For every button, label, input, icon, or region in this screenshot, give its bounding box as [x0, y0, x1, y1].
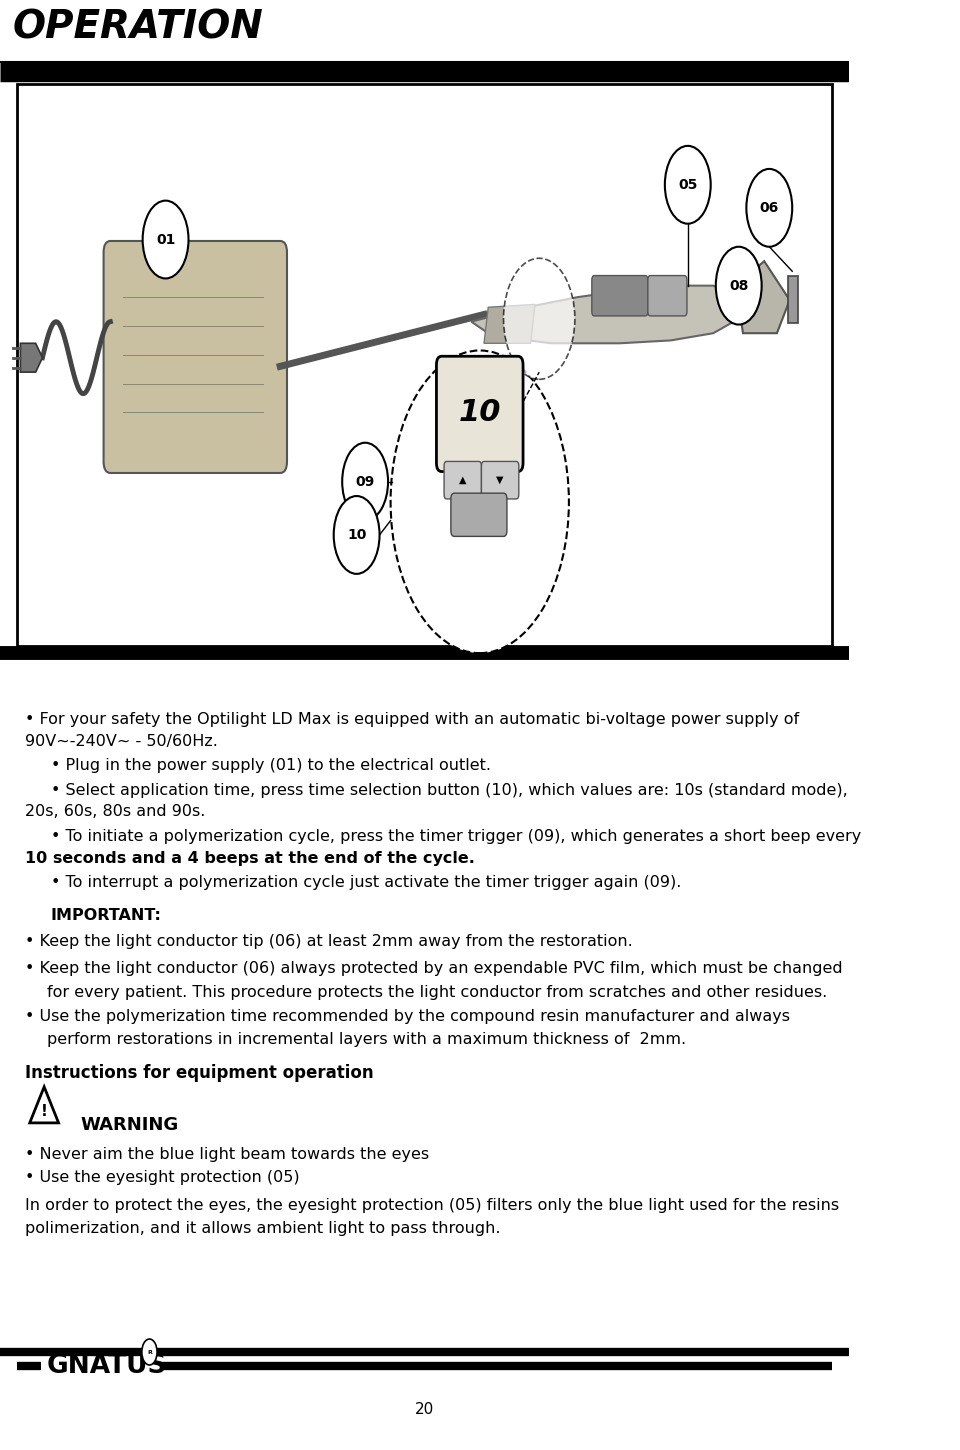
Text: 10: 10 — [347, 528, 367, 542]
Text: 10 seconds and a 4 beeps at the end of the cycle.: 10 seconds and a 4 beeps at the end of t… — [26, 851, 475, 866]
Text: !: ! — [40, 1103, 48, 1119]
Text: GNATUS: GNATUS — [47, 1353, 167, 1379]
Circle shape — [334, 496, 379, 574]
Text: • To interrupt a polymerization cycle just activate the timer trigger again (09): • To interrupt a polymerization cycle ju… — [51, 874, 682, 890]
Polygon shape — [788, 276, 798, 323]
FancyBboxPatch shape — [482, 461, 518, 499]
FancyBboxPatch shape — [451, 493, 507, 536]
Text: • Select application time, press time selection button (10), which values are: 1: • Select application time, press time se… — [51, 783, 848, 798]
Circle shape — [342, 442, 388, 521]
FancyBboxPatch shape — [17, 84, 832, 645]
Circle shape — [143, 200, 188, 278]
Text: 05: 05 — [678, 178, 698, 191]
Text: perform restorations in incremental layers with a maximum thickness of  2mm.: perform restorations in incremental laye… — [47, 1032, 685, 1047]
Polygon shape — [20, 344, 42, 373]
Text: Instructions for equipment operation: Instructions for equipment operation — [26, 1064, 374, 1082]
FancyBboxPatch shape — [648, 276, 687, 316]
Text: • To initiate a polymerization cycle, press the timer trigger (09), which genera: • To initiate a polymerization cycle, pr… — [51, 829, 861, 844]
Polygon shape — [736, 261, 790, 334]
Text: ▼: ▼ — [496, 476, 504, 486]
Polygon shape — [471, 286, 739, 344]
Text: for every patient. This procedure protects the light conductor from scratches an: for every patient. This procedure protec… — [47, 985, 827, 999]
Circle shape — [391, 351, 569, 652]
Text: 08: 08 — [729, 278, 749, 293]
Text: 09: 09 — [355, 474, 374, 489]
Text: • Use the eyesight protection (05): • Use the eyesight protection (05) — [26, 1170, 300, 1186]
Text: 20s, 60s, 80s and 90s.: 20s, 60s, 80s and 90s. — [26, 805, 205, 819]
Text: R: R — [147, 1350, 152, 1354]
Text: 10: 10 — [459, 397, 501, 426]
Text: • Plug in the power supply (01) to the electrical outlet.: • Plug in the power supply (01) to the e… — [51, 758, 491, 773]
Text: ▲: ▲ — [459, 476, 467, 486]
Text: • For your safety the Optilight LD Max is equipped with an automatic bi-voltage : • For your safety the Optilight LD Max i… — [26, 712, 800, 728]
Text: • Keep the light conductor tip (06) at least 2mm away from the restoration.: • Keep the light conductor tip (06) at l… — [26, 934, 634, 950]
Text: In order to protect the eyes, the eyesight protection (05) filters only the blue: In order to protect the eyes, the eyesig… — [26, 1198, 840, 1212]
Circle shape — [716, 247, 761, 325]
FancyBboxPatch shape — [444, 461, 482, 499]
Circle shape — [504, 258, 575, 380]
Text: • Use the polymerization time recommended by the compound resin manufacturer and: • Use the polymerization time recommende… — [26, 1009, 790, 1024]
Text: 06: 06 — [759, 202, 779, 215]
Text: OPERATION: OPERATION — [12, 9, 263, 46]
Circle shape — [746, 170, 792, 246]
FancyBboxPatch shape — [591, 276, 648, 316]
Text: 20: 20 — [415, 1402, 434, 1417]
Text: • Keep the light conductor (06) always protected by an expendable PVC film, whic: • Keep the light conductor (06) always p… — [26, 961, 843, 976]
Text: IMPORTANT:: IMPORTANT: — [51, 908, 162, 924]
Polygon shape — [30, 1088, 59, 1122]
Polygon shape — [484, 304, 535, 344]
FancyBboxPatch shape — [437, 357, 523, 471]
Text: 01: 01 — [156, 232, 176, 246]
Text: • Never aim the blue light beam towards the eyes: • Never aim the blue light beam towards … — [26, 1147, 429, 1163]
Text: WARNING: WARNING — [81, 1115, 179, 1134]
Text: 90V~-240V~ - 50/60Hz.: 90V~-240V~ - 50/60Hz. — [26, 734, 218, 748]
Text: polimerization, and it allows ambient light to pass through.: polimerization, and it allows ambient li… — [26, 1221, 501, 1235]
Circle shape — [142, 1338, 157, 1364]
FancyBboxPatch shape — [104, 241, 287, 473]
Circle shape — [665, 146, 710, 223]
